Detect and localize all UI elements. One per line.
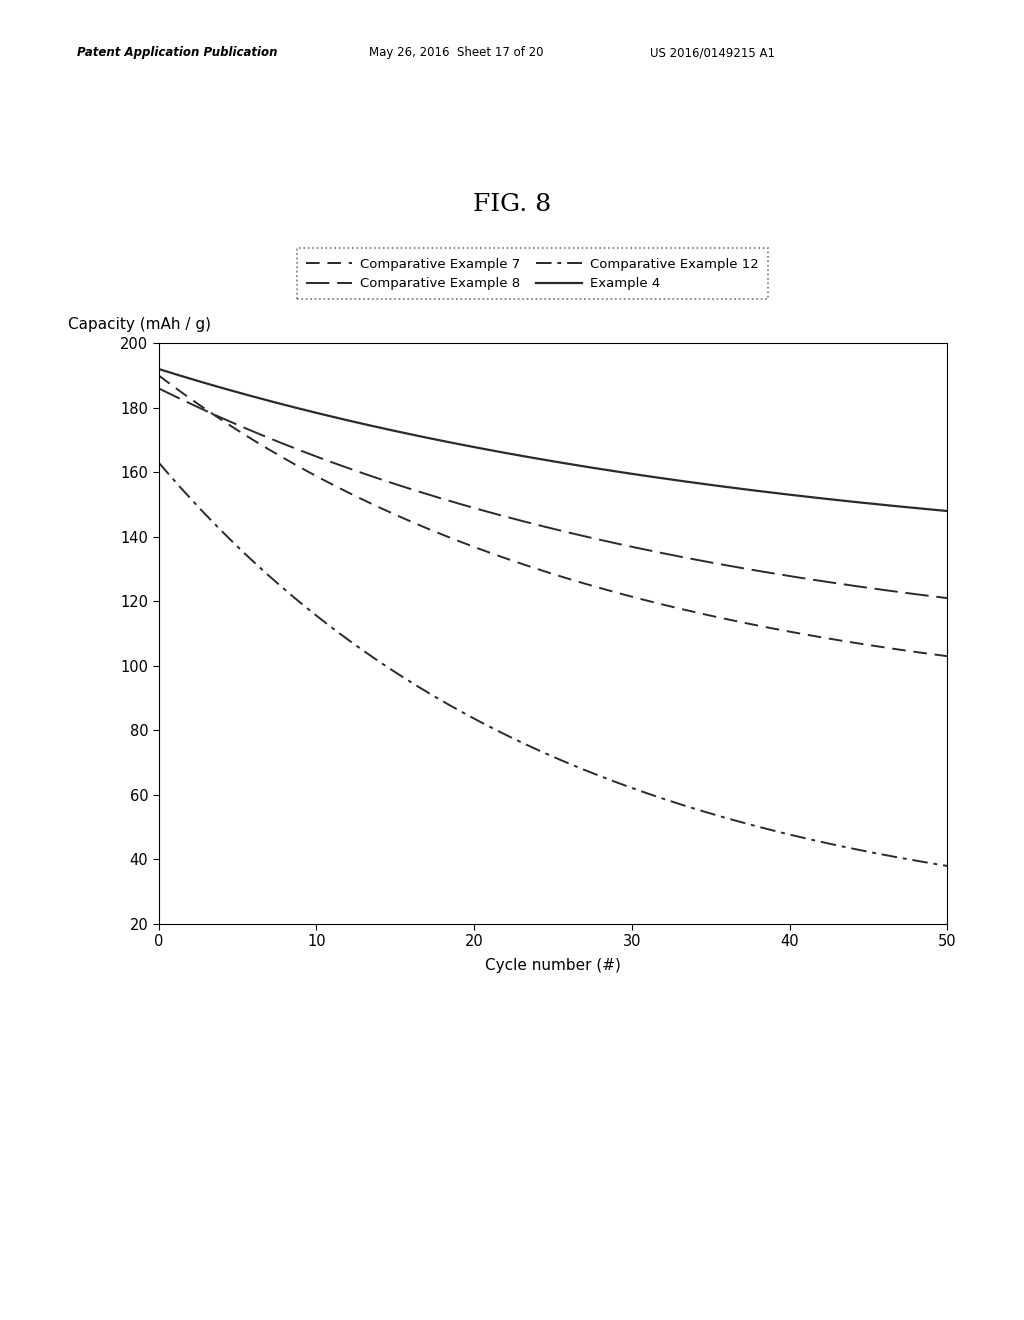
- Text: FIG. 8: FIG. 8: [473, 193, 551, 216]
- Text: May 26, 2016  Sheet 17 of 20: May 26, 2016 Sheet 17 of 20: [369, 46, 543, 59]
- Text: Patent Application Publication: Patent Application Publication: [77, 46, 278, 59]
- X-axis label: Cycle number (#): Cycle number (#): [485, 958, 621, 973]
- Text: US 2016/0149215 A1: US 2016/0149215 A1: [650, 46, 775, 59]
- Legend: Comparative Example 7, Comparative Example 8, Comparative Example 12, Example 4: Comparative Example 7, Comparative Examp…: [297, 248, 768, 300]
- Text: Capacity (mAh / g): Capacity (mAh / g): [68, 317, 211, 331]
